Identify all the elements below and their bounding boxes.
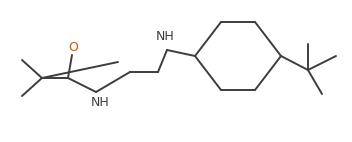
Text: NH: NH: [156, 30, 174, 42]
Text: NH: NH: [90, 97, 109, 109]
Text: O: O: [68, 40, 78, 54]
